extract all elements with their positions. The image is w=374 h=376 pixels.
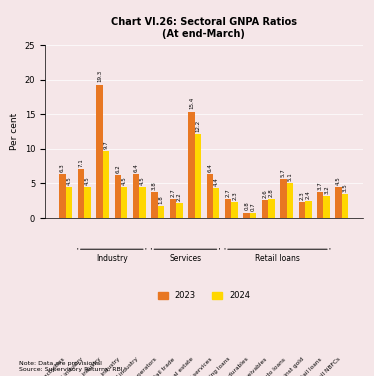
Bar: [305, 202, 312, 218]
Title: Chart VI.26: Sectoral GNPA Ratios
(At end-March): Chart VI.26: Sectoral GNPA Ratios (At en…: [111, 17, 297, 39]
Text: 3.7: 3.7: [318, 182, 323, 190]
Text: 6.4: 6.4: [207, 163, 212, 172]
Bar: [335, 187, 342, 218]
Text: 9.7: 9.7: [103, 140, 108, 149]
Text: Vehicle/auto loans: Vehicle/auto loans: [245, 356, 286, 376]
Text: Transport operators: Transport operators: [113, 356, 158, 376]
Text: 3.5: 3.5: [343, 183, 347, 192]
Text: 4.4: 4.4: [214, 177, 219, 186]
Bar: [188, 112, 194, 218]
Text: 3.2: 3.2: [324, 185, 329, 194]
Bar: [194, 134, 201, 218]
Bar: [121, 187, 128, 218]
Bar: [280, 179, 286, 218]
Text: 2.3: 2.3: [299, 191, 304, 200]
Text: Consumer durables: Consumer durables: [205, 356, 250, 376]
Bar: [250, 213, 256, 218]
Bar: [324, 196, 330, 218]
Text: 5.7: 5.7: [281, 168, 286, 177]
Bar: [114, 175, 121, 218]
Text: Services: Services: [169, 255, 202, 264]
Text: 2.3: 2.3: [232, 191, 237, 200]
Bar: [213, 188, 220, 218]
Bar: [96, 85, 102, 218]
Bar: [170, 199, 176, 218]
Bar: [78, 169, 84, 218]
Text: Medium industry: Medium industry: [64, 356, 102, 376]
Text: 0.8: 0.8: [244, 202, 249, 211]
Y-axis label: Per cent: Per cent: [10, 113, 19, 150]
Text: 4.5: 4.5: [67, 176, 71, 185]
Text: 19.3: 19.3: [97, 70, 102, 82]
Text: 2.6: 2.6: [263, 189, 267, 198]
Text: 12.2: 12.2: [195, 119, 200, 132]
Text: Retail loans: Retail loans: [255, 255, 300, 264]
Bar: [206, 174, 213, 218]
Bar: [225, 199, 232, 218]
Text: 0.7: 0.7: [251, 202, 255, 211]
Bar: [158, 206, 164, 218]
Bar: [102, 151, 109, 218]
Text: Retail trade: Retail trade: [148, 356, 176, 376]
Bar: [262, 200, 268, 218]
Legend: 2023, 2024: 2023, 2024: [154, 288, 253, 304]
Text: Overall industry: Overall industry: [102, 356, 140, 376]
Bar: [268, 199, 275, 218]
Text: 6.3: 6.3: [60, 164, 65, 173]
Bar: [133, 174, 140, 218]
Text: Large industry: Large industry: [88, 356, 121, 376]
Text: 5.1: 5.1: [287, 172, 292, 181]
Text: 2.8: 2.8: [269, 188, 274, 197]
Bar: [317, 193, 324, 218]
Text: 4.5: 4.5: [122, 176, 127, 185]
Text: Overall NBFCs: Overall NBFCs: [309, 356, 342, 376]
Text: Overall retail loans: Overall retail loans: [280, 356, 324, 376]
Bar: [232, 202, 238, 218]
Text: 2.7: 2.7: [171, 189, 175, 197]
Text: 15.4: 15.4: [189, 97, 194, 109]
Bar: [84, 187, 91, 218]
Text: Micro and small industry: Micro and small industry: [30, 356, 84, 376]
Text: 2.2: 2.2: [177, 192, 182, 201]
Text: 4.5: 4.5: [85, 176, 90, 185]
Text: Commercial real estate: Commercial real estate: [142, 356, 194, 376]
Text: 6.4: 6.4: [134, 163, 139, 172]
Bar: [176, 203, 183, 218]
Text: 1.8: 1.8: [159, 195, 163, 203]
Text: 4.5: 4.5: [140, 176, 145, 185]
Text: Note: Data are provisional
Source: Supervisory Returns, RBI.: Note: Data are provisional Source: Super…: [19, 361, 124, 372]
Bar: [151, 192, 158, 218]
Text: 4.5: 4.5: [336, 176, 341, 185]
Text: 7.1: 7.1: [79, 158, 83, 167]
Text: 6.2: 6.2: [115, 164, 120, 173]
Bar: [286, 183, 293, 218]
Text: Credit card receivables: Credit card receivables: [217, 356, 268, 376]
Text: 3.8: 3.8: [152, 181, 157, 190]
Text: Agriculture and allied activities: Agriculture and allied activities: [0, 356, 66, 376]
Bar: [298, 202, 305, 218]
Bar: [66, 187, 72, 218]
Text: Advances against gold: Advances against gold: [254, 356, 305, 376]
Bar: [140, 187, 146, 218]
Text: 2.7: 2.7: [226, 189, 231, 197]
Text: Overall services: Overall services: [176, 356, 213, 376]
Bar: [342, 194, 348, 218]
Bar: [243, 212, 250, 218]
Text: Housing loans: Housing loans: [199, 356, 232, 376]
Bar: [59, 174, 66, 218]
Text: 2.4: 2.4: [306, 191, 311, 199]
Text: Industry: Industry: [96, 255, 128, 264]
